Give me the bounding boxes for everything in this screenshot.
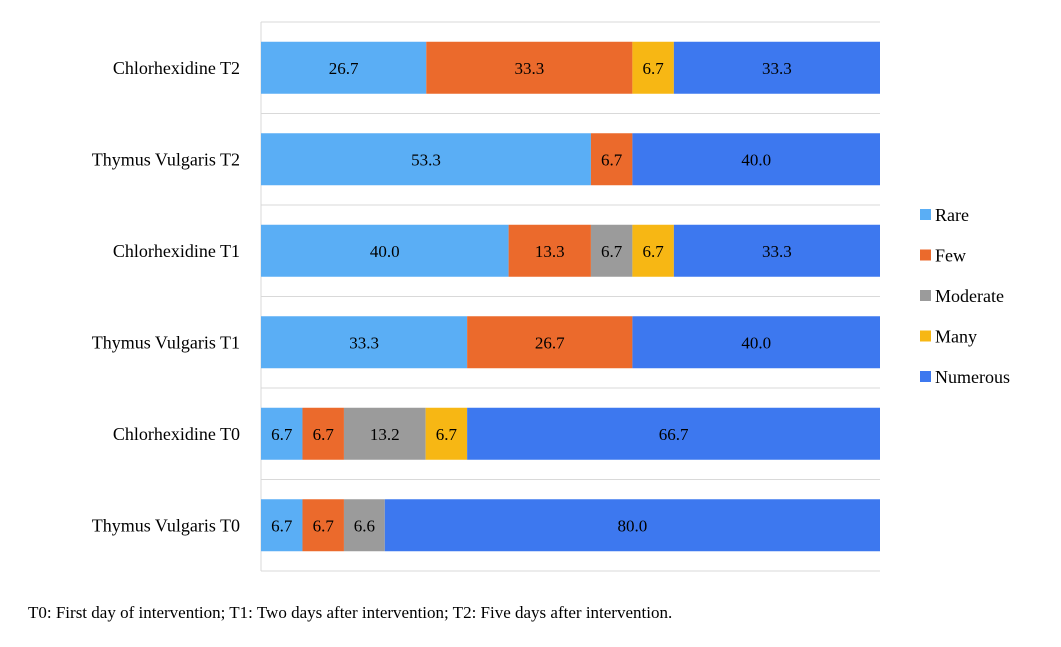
bar-segment <box>590 133 633 186</box>
bar-segment <box>632 316 880 369</box>
bar-segment <box>632 133 880 186</box>
data-label: 33.3 <box>514 59 544 78</box>
legend-label: Moderate <box>935 286 1004 306</box>
data-label: 6.7 <box>643 242 665 261</box>
data-label: 6.6 <box>354 516 375 535</box>
bar-segment <box>590 224 633 277</box>
data-label: 40.0 <box>741 150 771 169</box>
bar-segment <box>343 407 426 460</box>
data-label: 6.7 <box>313 425 335 444</box>
data-label: 40.0 <box>741 333 771 352</box>
data-label: 13.3 <box>535 242 565 261</box>
gridlines <box>260 21 880 572</box>
legend-label: Rare <box>935 205 969 225</box>
data-label: 80.0 <box>618 516 648 535</box>
category-label: Thymus Vulgaris T0 <box>92 515 240 535</box>
data-label: 6.7 <box>271 425 293 444</box>
bar-segment <box>261 41 427 94</box>
legend-swatch <box>920 371 931 382</box>
category-label: Thymus Vulgaris T2 <box>92 149 240 169</box>
category-label: Chlorhexidine T2 <box>113 58 240 78</box>
footnote: T0: First day of intervention; T1: Two d… <box>28 603 673 622</box>
data-label: 13.2 <box>370 425 400 444</box>
legend-swatch <box>920 249 931 261</box>
legend-swatch <box>920 209 931 220</box>
bar-segment <box>673 224 880 277</box>
bar-segment <box>467 407 880 460</box>
bar-segment <box>343 499 385 552</box>
bar-segment <box>384 499 880 552</box>
data-label: 6.7 <box>436 425 458 444</box>
bar-segment <box>261 224 509 277</box>
bar-segment <box>302 499 344 552</box>
category-label: Thymus Vulgaris T1 <box>92 332 240 352</box>
data-label: 26.7 <box>329 59 359 78</box>
data-label: 33.3 <box>762 242 792 261</box>
legend-swatch <box>920 330 931 342</box>
bar-segment <box>632 224 674 277</box>
data-label: 66.7 <box>659 425 689 444</box>
bar-segment <box>261 407 303 460</box>
bar-segment <box>673 41 880 94</box>
data-label: 6.7 <box>601 242 623 261</box>
data-label: 33.3 <box>762 59 792 78</box>
data-label: 6.7 <box>601 150 623 169</box>
legend-swatch <box>920 290 931 301</box>
bar-segment <box>632 41 674 94</box>
data-labels: 26.7 33.3 6.7 33.3 53.3 6.7 40.0 40.0 13.3 6.7 6.7… <box>271 59 792 536</box>
bar-segment <box>261 133 591 186</box>
bar-segment <box>467 316 633 369</box>
bar-segment <box>261 499 303 552</box>
data-label: 6.7 <box>643 59 665 78</box>
data-label: 53.3 <box>411 150 441 169</box>
data-label: 6.7 <box>271 516 293 535</box>
bar-segment <box>425 407 468 460</box>
category-label: Chlorhexidine T0 <box>113 424 240 444</box>
category-labels: Chlorhexidine T2 Thymus Vulgaris T2 Chlorh… <box>92 58 240 536</box>
bar-segment <box>508 224 591 277</box>
bar-segment <box>261 316 468 369</box>
legend: Rare Few Moderate Many Numerous <box>920 205 1010 387</box>
data-label: 6.7 <box>313 516 335 535</box>
data-label: 40.0 <box>370 242 400 261</box>
data-label: 33.3 <box>349 333 379 352</box>
bars <box>261 41 880 552</box>
legend-label: Many <box>935 327 977 347</box>
category-label: Chlorhexidine T1 <box>113 241 240 261</box>
bar-segment <box>426 41 633 94</box>
bar-segment <box>302 407 344 460</box>
data-label: 26.7 <box>535 333 565 352</box>
legend-label: Numerous <box>935 367 1010 387</box>
legend-label: Few <box>935 246 966 266</box>
